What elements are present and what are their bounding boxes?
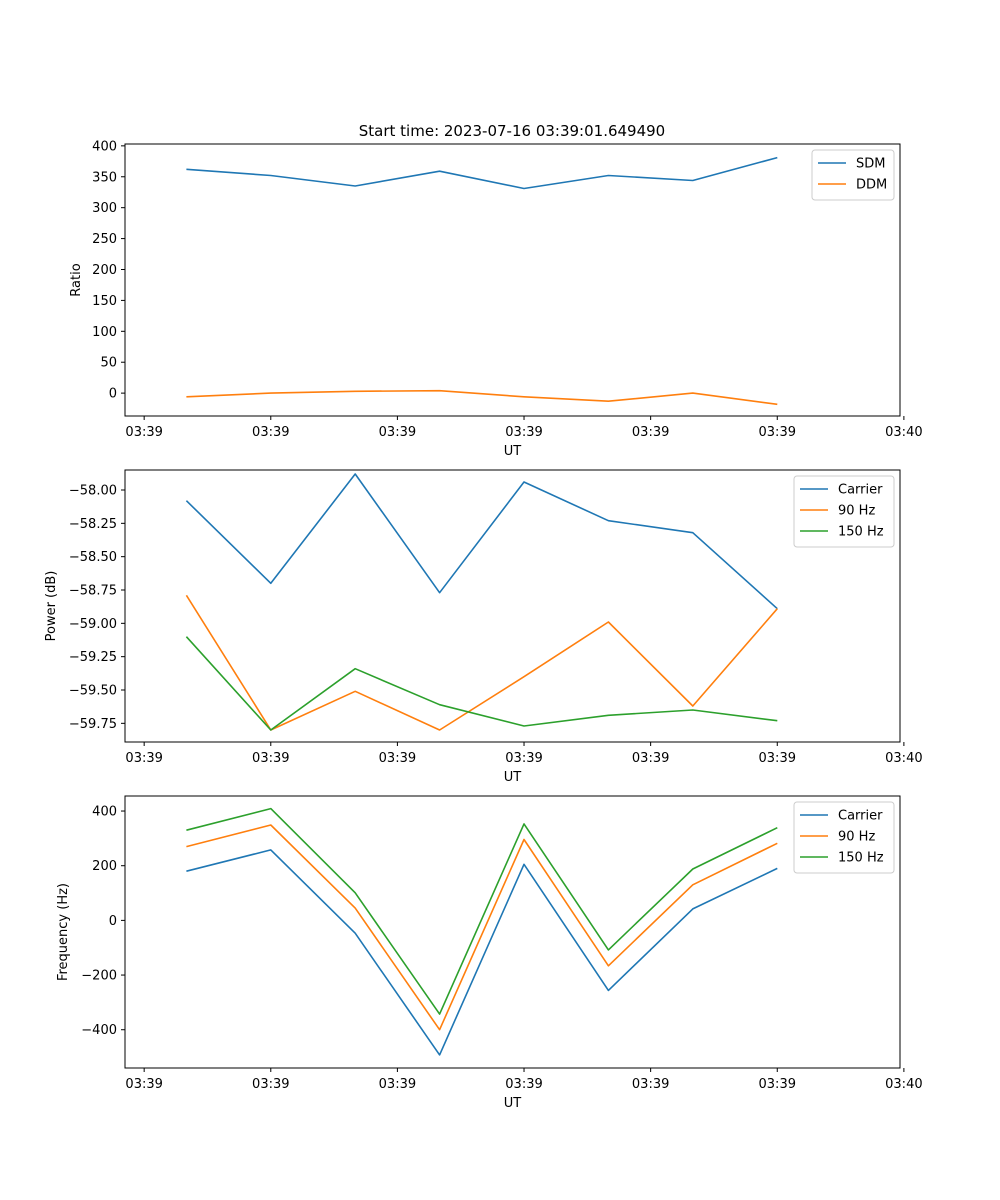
x-axis-label: UT xyxy=(504,1096,522,1111)
y-tick-label: −59.50 xyxy=(69,684,117,699)
x-tick-label: 03:40 xyxy=(885,425,922,440)
x-tick-label: 03:39 xyxy=(252,751,289,766)
x-tick-label: 03:39 xyxy=(252,1077,289,1092)
series-line-150-hz xyxy=(185,636,778,731)
y-tick-label: 150 xyxy=(92,294,117,309)
axes-frame xyxy=(124,469,901,743)
legend-label: 90 Hz xyxy=(838,504,875,519)
series-line-90-hz xyxy=(185,594,778,731)
x-tick-label: 03:40 xyxy=(885,1077,922,1092)
series-line-sdm xyxy=(186,156,778,190)
y-tick-label: 300 xyxy=(92,201,117,216)
legend-label: 90 Hz xyxy=(838,830,875,845)
figure-title: Start time: 2023-07-16 03:39:01.649490 xyxy=(359,122,665,140)
x-axis-label: UT xyxy=(504,444,522,459)
x-tick-label: 03:39 xyxy=(379,1077,416,1092)
x-tick-label: 03:39 xyxy=(759,751,796,766)
legend-label: 150 Hz xyxy=(838,525,884,540)
x-tick-label: 03:39 xyxy=(759,425,796,440)
y-tick-label: 0 xyxy=(109,387,117,402)
y-tick-label: −59.25 xyxy=(69,650,117,665)
chart-panel-1: 03:39 03:39 03:39 03:39 03:39 03:39 03:40 0 50 10… xyxy=(69,139,923,459)
y-tick-label: 400 xyxy=(92,139,117,154)
x-tick-label: 03:39 xyxy=(632,1077,669,1092)
y-tick-label: −200 xyxy=(81,969,117,984)
legend-label: Carrier xyxy=(838,809,883,824)
x-tick-label: 03:39 xyxy=(125,1077,162,1092)
y-tick-label: 400 xyxy=(92,805,117,820)
axes-frame xyxy=(124,795,901,1069)
y-tick-label: −58.75 xyxy=(69,584,117,599)
y-tick-label: −58.25 xyxy=(69,517,117,532)
series-line-150-hz xyxy=(186,807,778,1015)
x-tick-label: 03:39 xyxy=(125,751,162,766)
series-line-ddm xyxy=(186,389,778,406)
legend: SDM DDM xyxy=(811,149,895,201)
y-tick-label: −58.50 xyxy=(69,550,117,565)
legend-label: 150 Hz xyxy=(838,851,884,866)
x-tick-label: 03:39 xyxy=(125,425,162,440)
legend-box xyxy=(793,475,895,548)
x-tick-label: 03:39 xyxy=(632,751,669,766)
x-tick-label: 03:39 xyxy=(505,751,542,766)
legend: Carrier 90 Hz 150 Hz xyxy=(793,801,895,874)
y-tick-label: −59.00 xyxy=(69,617,117,632)
panels: 03:39 03:39 03:39 03:39 03:39 03:39 03:40 0 50 10… xyxy=(44,139,923,1111)
y-tick-label: 200 xyxy=(92,263,117,278)
legend-label: Carrier xyxy=(838,483,883,498)
y-axis-label: Power (dB) xyxy=(44,571,59,642)
y-tick-label: −400 xyxy=(81,1023,117,1038)
y-axis-label: Ratio xyxy=(69,263,84,296)
series-line-90-hz xyxy=(186,824,778,1031)
x-tick-label: 03:39 xyxy=(379,425,416,440)
legend-box xyxy=(793,801,895,874)
legend-label: SDM xyxy=(856,157,885,172)
y-tick-label: 0 xyxy=(109,914,117,929)
legend-label: DDM xyxy=(856,178,887,193)
x-tick-label: 03:40 xyxy=(885,751,922,766)
chart-panel-3: 03:39 03:39 03:39 03:39 03:39 03:39 03:40 −400 −… xyxy=(56,795,923,1111)
chart-panel-2: 03:39 03:39 03:39 03:39 03:39 03:39 03:40 −59.7… xyxy=(44,469,923,785)
axes-frame xyxy=(124,143,901,417)
x-tick-label: 03:39 xyxy=(632,425,669,440)
y-tick-label: 350 xyxy=(92,170,117,185)
y-tick-label: 250 xyxy=(92,232,117,247)
series-line-carrier xyxy=(186,849,778,1056)
x-tick-label: 03:39 xyxy=(759,1077,796,1092)
series-line-carrier xyxy=(185,473,778,610)
y-tick-label: −58.00 xyxy=(69,484,117,499)
y-axis-label: Frequency (Hz) xyxy=(56,883,71,981)
x-axis-label: UT xyxy=(504,770,522,785)
x-tick-label: 03:39 xyxy=(505,1077,542,1092)
x-tick-label: 03:39 xyxy=(379,751,416,766)
x-tick-label: 03:39 xyxy=(505,425,542,440)
y-tick-label: −59.75 xyxy=(69,717,117,732)
legend: Carrier 90 Hz 150 Hz xyxy=(793,475,895,548)
y-tick-label: 200 xyxy=(92,859,117,874)
y-tick-label: 100 xyxy=(92,325,117,340)
y-tick-label: 50 xyxy=(100,356,117,371)
x-tick-label: 03:39 xyxy=(252,425,289,440)
